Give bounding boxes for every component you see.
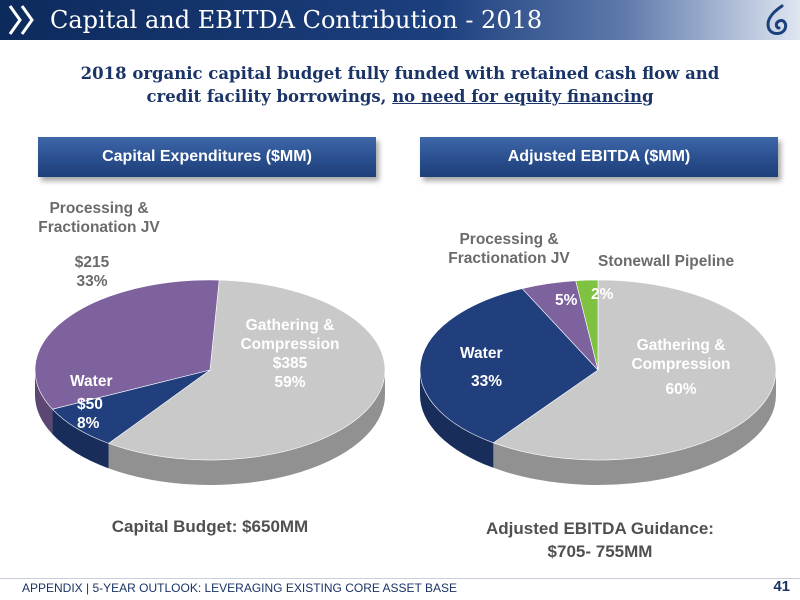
capex-processing-name-2: Fractionation JV <box>38 219 160 236</box>
subtitle-line-1: 2018 organic capital budget fully funded… <box>80 64 720 83</box>
capex-pie-slice-0 <box>107 279 386 461</box>
header-band: Capital and EBITDA Contribution - 2018 <box>0 0 800 40</box>
capex-water-value: $50 <box>77 396 103 413</box>
subtitle: 2018 organic capital budget fully funded… <box>30 62 770 108</box>
capex-processing-percent: 33% <box>76 273 108 290</box>
capex-gathering-name: Gathering & Compression <box>240 317 340 353</box>
capex-gathering-value: $385 <box>272 355 308 372</box>
capex-water-name: Water <box>70 373 113 390</box>
capex-water-percent: 8% <box>77 415 100 432</box>
ebitda-processing-name-2: Fractionation JV <box>448 250 570 267</box>
ebitda-gathering-percent: 60% <box>665 381 697 398</box>
page-title: Capital and EBITDA Contribution - 2018 <box>50 6 543 34</box>
capex-caption: Capital Budget: $650MM <box>111 517 309 536</box>
capex-pie-slice-side-2-0 <box>35 370 53 435</box>
page-number: 41 <box>773 578 790 595</box>
ebitda-gathering-name-1: Gathering & <box>636 337 726 354</box>
capex-gathering-percent: 59% <box>274 374 306 391</box>
capex-processing-value: $215 <box>74 254 110 271</box>
ebitda-pie-slice-side-0-0 <box>493 370 776 485</box>
double-chevron-icon <box>8 5 34 35</box>
subtitle-underlined-text: no need for equity financing <box>392 87 654 106</box>
ebitda-section-header: Adjusted EBITDA ($MM) <box>420 137 778 177</box>
subtitle-line-2: credit facility borrowings, no need for … <box>30 85 770 108</box>
ebitda-pie-slice-1 <box>419 288 599 444</box>
capex-pie-slice-2 <box>34 279 220 410</box>
ebitda-caption: Adjusted EBITDA Guidance: $705- 755MM <box>430 517 770 563</box>
ebitda-label-stonewall: Stonewall Pipeline <box>598 253 735 270</box>
flame-drop-logo-icon <box>766 4 788 35</box>
ebitda-stonewall-percent: 2% <box>591 286 614 303</box>
ebitda-processing-name-1: Processing & <box>459 231 559 248</box>
ebitda-pie-slice-3 <box>575 279 599 371</box>
capex-processing-name-1: Processing & <box>49 200 149 217</box>
ebitda-water-percent: 33% <box>471 373 503 390</box>
ebitda-pie <box>419 279 777 485</box>
capex-label-gathering: Gathering & Compression $385 59% <box>205 316 375 392</box>
ebitda-label-gathering: Gathering & Compression 60% <box>606 336 756 399</box>
capex-pie-slice-side-1-0 <box>52 409 109 469</box>
capex-label-water: Water <box>70 372 113 391</box>
ebitda-pie-slice-side-1-0 <box>420 370 494 468</box>
ebitda-caption-line-2: $705- 755MM <box>547 542 653 561</box>
capex-pie <box>34 279 386 485</box>
footer-divider <box>0 578 800 579</box>
ebitda-caption-line-1: Adjusted EBITDA Guidance: <box>486 519 714 538</box>
capex-pie-slice-side-0-0 <box>108 370 385 485</box>
ebitda-water-name: Water <box>460 345 503 362</box>
ebitda-gathering-name-2: Compression <box>631 356 731 373</box>
subtitle-line-2-text: credit facility borrowings, <box>146 87 393 106</box>
ebitda-processing-percent: 5% <box>555 292 578 309</box>
footer-text: APPENDIX | 5-YEAR OUTLOOK: LEVERAGING EX… <box>22 581 458 595</box>
capex-label-processing-values: $215 33% <box>52 253 132 291</box>
ebitda-label-processing: Processing & Fractionation JV <box>425 230 593 268</box>
capex-section-header: Capital Expenditures ($MM) <box>38 137 376 177</box>
ebitda-pie-slice-0 <box>492 279 777 461</box>
capex-label-water-values: $50 8% <box>77 395 103 433</box>
capex-label-processing: Processing & Fractionation JV <box>14 199 184 237</box>
